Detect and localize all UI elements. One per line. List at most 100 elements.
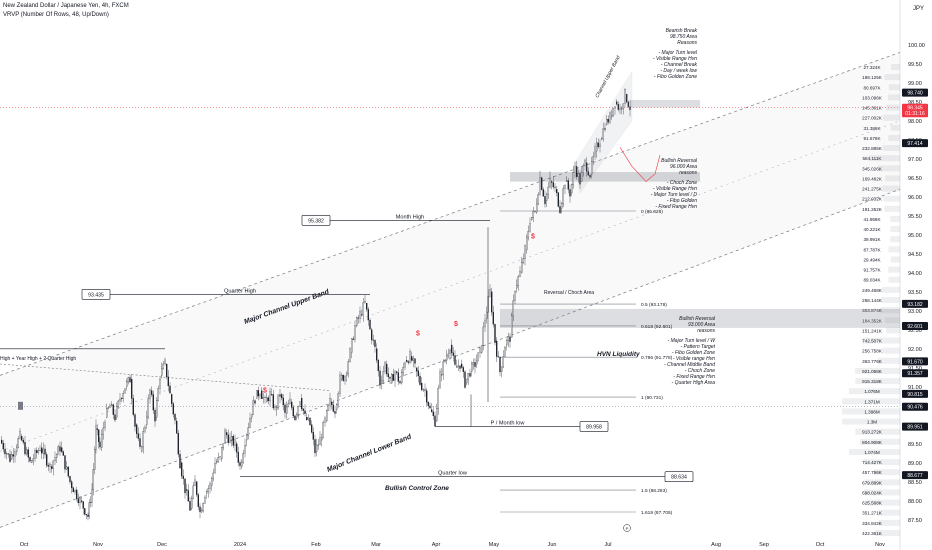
y-tick-label: 94.00 [908, 271, 922, 277]
candle-body [377, 359, 379, 372]
chart-annotation: Reversal / Choch Area [544, 290, 594, 296]
volume-profile-label: 345.026K [862, 166, 883, 171]
candle-body [101, 434, 103, 448]
dollar-signal-icon: $ [531, 234, 535, 241]
candle-body [304, 410, 306, 414]
candle-body [489, 289, 491, 297]
candle-body [249, 418, 251, 428]
x-tick-label: Sep [759, 542, 769, 548]
candle-body [157, 388, 159, 401]
key-level-badge [664, 471, 694, 483]
candle-body [107, 407, 109, 409]
candle-body [129, 377, 131, 383]
candle-body [369, 319, 371, 330]
volume-profile-label: 87.787K [863, 247, 881, 252]
chart-annotation: reasons [679, 170, 697, 176]
candle-body [449, 349, 451, 355]
candle-body [514, 291, 516, 301]
candle-body [466, 378, 468, 384]
volume-profile-label: 103.096K [862, 95, 883, 100]
candle-body [464, 371, 466, 388]
candle-body [416, 367, 418, 372]
candle-body [151, 390, 153, 395]
chart-annotation: - Fibo Golden Zone [672, 350, 715, 356]
candle-body [141, 446, 143, 452]
volume-profile-bar [882, 286, 900, 293]
price-badge [902, 389, 928, 398]
volume-profile-label: 913.272K [862, 430, 883, 435]
volume-profile-bar [855, 367, 900, 374]
candle-body [246, 434, 248, 441]
event-marker-label: P [626, 526, 629, 531]
candle-body [494, 324, 496, 343]
volume-profile-bar [842, 418, 900, 425]
volume-profile-bar [862, 337, 900, 344]
candle-body [439, 371, 441, 389]
candle-body [627, 101, 629, 107]
y-tick-label: 93.00 [908, 309, 922, 315]
candle-body [301, 398, 303, 409]
candle-body [517, 276, 519, 286]
candle-body [629, 106, 631, 111]
chart-annotation: Reasons [677, 40, 697, 46]
candle-body [617, 103, 619, 110]
volume-profile-label: 915.318K [862, 379, 883, 384]
candle-body [624, 89, 626, 104]
candle-body [534, 210, 536, 212]
candle-body [192, 485, 194, 499]
candle-body [189, 501, 191, 511]
candle-body [302, 408, 304, 411]
volume-profile-bar [859, 438, 900, 445]
candle-body [361, 314, 363, 316]
price-badge [902, 369, 928, 378]
candle-body [52, 460, 54, 469]
candle-body [459, 365, 461, 369]
candle-body [397, 372, 399, 382]
candle-body [374, 340, 376, 347]
candle-body [49, 463, 51, 467]
y-tick-label: 99.50 [908, 62, 922, 68]
candle-body [542, 189, 544, 197]
candle-body [312, 432, 314, 440]
candle-body [584, 159, 586, 166]
candle-body [307, 417, 309, 420]
candle-body [144, 427, 146, 432]
candle-body [616, 101, 618, 105]
volume-profile-bar [888, 276, 900, 283]
candle-body [454, 355, 456, 365]
candle-body [176, 420, 178, 434]
volume-profile-bar [882, 185, 900, 192]
chart-annotation: - Major Turn level / D [651, 192, 698, 198]
candle-body [516, 285, 518, 289]
volume-profile-label: 89.034K [863, 278, 881, 283]
candle-body [67, 466, 69, 477]
candle-body [609, 112, 611, 123]
volume-profile-label: 363.776K [862, 359, 883, 364]
y-tick-label: 92.50 [908, 328, 922, 334]
chart-annotation: Bullish Reversal [679, 316, 716, 322]
key-level-badge [579, 421, 609, 432]
candle-body [417, 370, 419, 377]
candle-body [339, 374, 341, 394]
chart-annotation: Bullish Control Zone [385, 485, 449, 492]
candle-body [356, 317, 358, 327]
candle-body [19, 430, 21, 439]
candle-body [61, 447, 63, 452]
price-badge [902, 109, 928, 118]
candle-body [241, 461, 243, 467]
candle-body [106, 408, 108, 418]
candle-body [95, 425, 97, 450]
candle-body [224, 429, 226, 444]
candle-body [222, 443, 224, 448]
projection-path [619, 147, 661, 183]
candle-body [131, 379, 133, 399]
candle-body [282, 397, 284, 406]
y-tick-label: 87.50 [908, 518, 922, 524]
candle-body [54, 457, 56, 462]
volume-profile-label: 1.074M [864, 450, 879, 455]
candle-body [289, 398, 291, 404]
volume-profile-label: 40.221K [863, 227, 881, 232]
chart-annotation: - Major Turn level / W [668, 338, 717, 344]
